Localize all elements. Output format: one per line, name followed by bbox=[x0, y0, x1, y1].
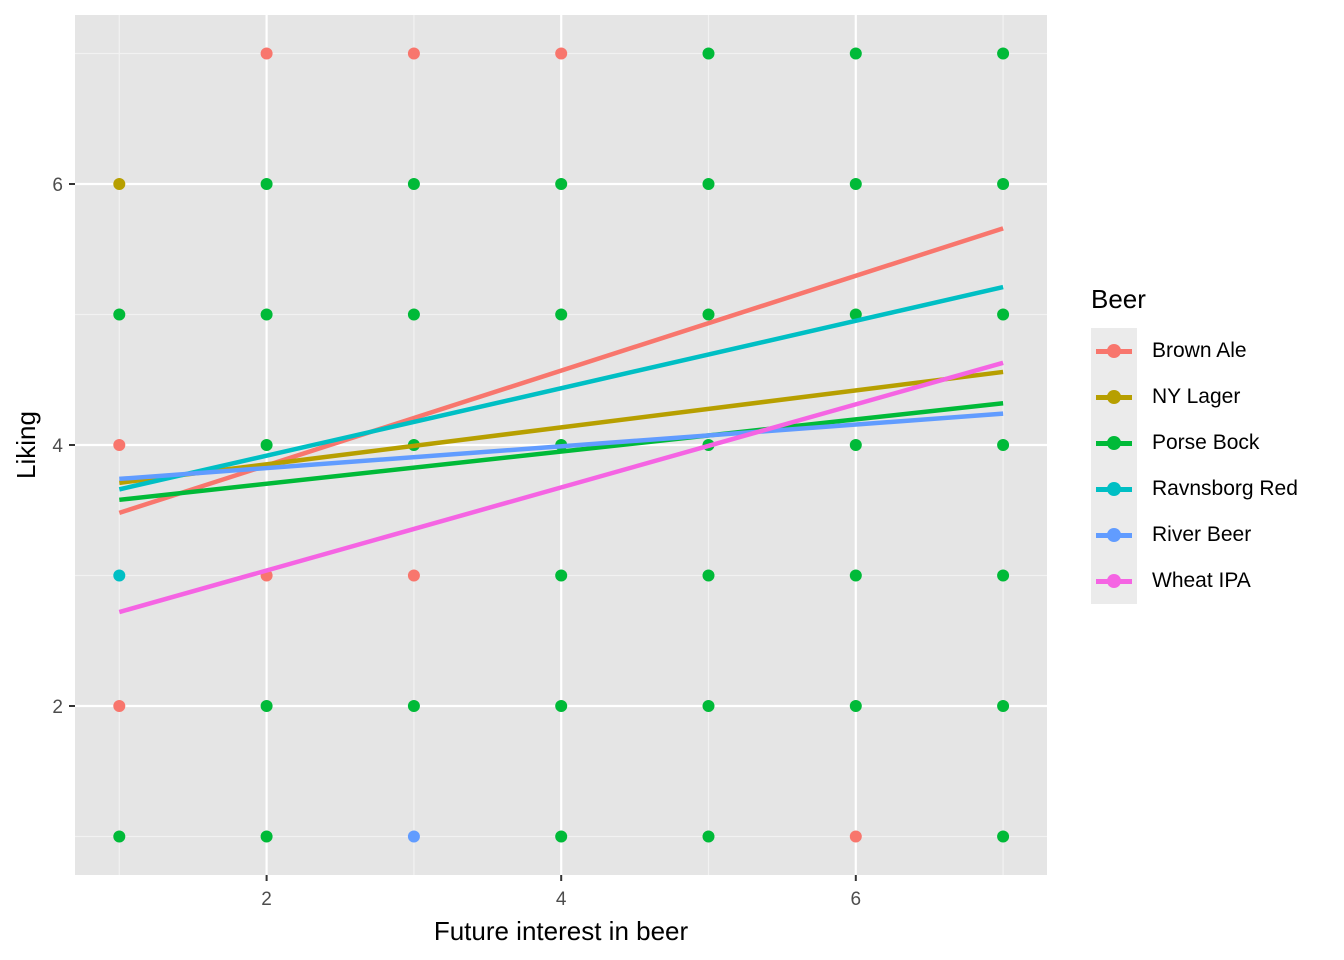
legend-title: Beer bbox=[1091, 284, 1146, 314]
legend-item: Wheat IPA bbox=[1091, 558, 1251, 604]
data-point bbox=[555, 700, 568, 712]
data-point bbox=[260, 178, 273, 190]
legend-item: Ravnsborg Red bbox=[1091, 466, 1298, 512]
legend-key-icon bbox=[1091, 420, 1137, 466]
legend-label: Ravnsborg Red bbox=[1152, 477, 1298, 500]
legend-item: NY Lager bbox=[1091, 374, 1240, 420]
data-point bbox=[407, 830, 420, 843]
legend-keys: Brown Ale NY Lager Porse Bock Ravnsborg Red… bbox=[1091, 328, 1298, 604]
data-point bbox=[702, 178, 715, 190]
x-axis: 2 4 6 bbox=[261, 875, 861, 910]
data-point bbox=[849, 47, 862, 60]
data-point bbox=[260, 439, 273, 451]
data-point bbox=[260, 830, 273, 843]
legend-key-icon bbox=[1091, 466, 1137, 512]
data-point bbox=[555, 178, 568, 190]
legend-key-icon bbox=[1091, 558, 1137, 604]
data-point bbox=[702, 700, 715, 712]
legend-label: River Beer bbox=[1152, 523, 1252, 546]
x-axis-title: Future interest in beer bbox=[434, 916, 689, 946]
legend-key-icon bbox=[1091, 328, 1137, 374]
data-point bbox=[260, 700, 273, 712]
legend-label: Brown Ale bbox=[1152, 339, 1247, 362]
fit-line bbox=[119, 369, 1004, 486]
data-point bbox=[849, 308, 862, 321]
data-point bbox=[113, 569, 126, 582]
data-point bbox=[997, 439, 1010, 451]
legend-item: Brown Ale bbox=[1091, 328, 1247, 374]
legend-key-icon bbox=[1091, 374, 1137, 420]
data-point bbox=[997, 569, 1010, 582]
fit-line bbox=[118, 360, 1004, 615]
data-point bbox=[849, 439, 862, 451]
data-point bbox=[407, 178, 420, 190]
data-point bbox=[555, 569, 568, 582]
data-point bbox=[702, 830, 715, 843]
fit-line bbox=[119, 401, 1004, 503]
x-tick-label: 6 bbox=[851, 889, 862, 910]
data-point bbox=[555, 830, 568, 843]
x-tick-label: 2 bbox=[261, 889, 272, 910]
data-point bbox=[113, 439, 126, 451]
data-point bbox=[702, 308, 715, 321]
data-point bbox=[407, 308, 420, 321]
data-point bbox=[997, 308, 1010, 321]
data-point bbox=[849, 830, 862, 843]
data-point bbox=[113, 830, 126, 843]
legend-label: Porse Bock bbox=[1152, 431, 1260, 454]
data-point bbox=[702, 569, 715, 582]
data-point bbox=[997, 178, 1010, 190]
fit-lines bbox=[118, 226, 1004, 615]
y-axis-title: Liking bbox=[11, 411, 41, 479]
legend-key-icon bbox=[1091, 512, 1137, 558]
legend-item: River Beer bbox=[1091, 512, 1251, 558]
data-point bbox=[555, 47, 568, 60]
y-tick-label: 6 bbox=[52, 175, 63, 196]
legend-label: NY Lager bbox=[1152, 385, 1241, 408]
legend: Beer Brown Ale NY Lager Porse Bock Ravnsbor… bbox=[1091, 284, 1298, 604]
data-points bbox=[113, 47, 1010, 843]
fit-line bbox=[118, 284, 1004, 492]
data-point bbox=[997, 47, 1010, 60]
data-point bbox=[849, 569, 862, 582]
fit-line bbox=[119, 411, 1004, 482]
data-point bbox=[260, 47, 273, 60]
data-point bbox=[702, 47, 715, 60]
data-point bbox=[113, 308, 126, 321]
data-point bbox=[113, 700, 126, 712]
data-point bbox=[997, 700, 1010, 712]
data-point bbox=[849, 700, 862, 712]
data-point bbox=[407, 47, 420, 60]
legend-item: Porse Bock bbox=[1091, 420, 1259, 466]
data-point bbox=[407, 700, 420, 712]
data-point bbox=[407, 569, 420, 582]
y-tick-label: 4 bbox=[52, 436, 63, 457]
legend-label: Wheat IPA bbox=[1152, 569, 1251, 592]
data-point bbox=[555, 308, 568, 321]
x-tick-label: 4 bbox=[556, 889, 567, 910]
data-point bbox=[260, 308, 273, 321]
data-point bbox=[113, 178, 126, 190]
data-point bbox=[997, 830, 1010, 843]
y-axis: 2 4 6 bbox=[52, 175, 75, 718]
data-point bbox=[849, 178, 862, 190]
y-tick-label: 2 bbox=[52, 697, 63, 718]
